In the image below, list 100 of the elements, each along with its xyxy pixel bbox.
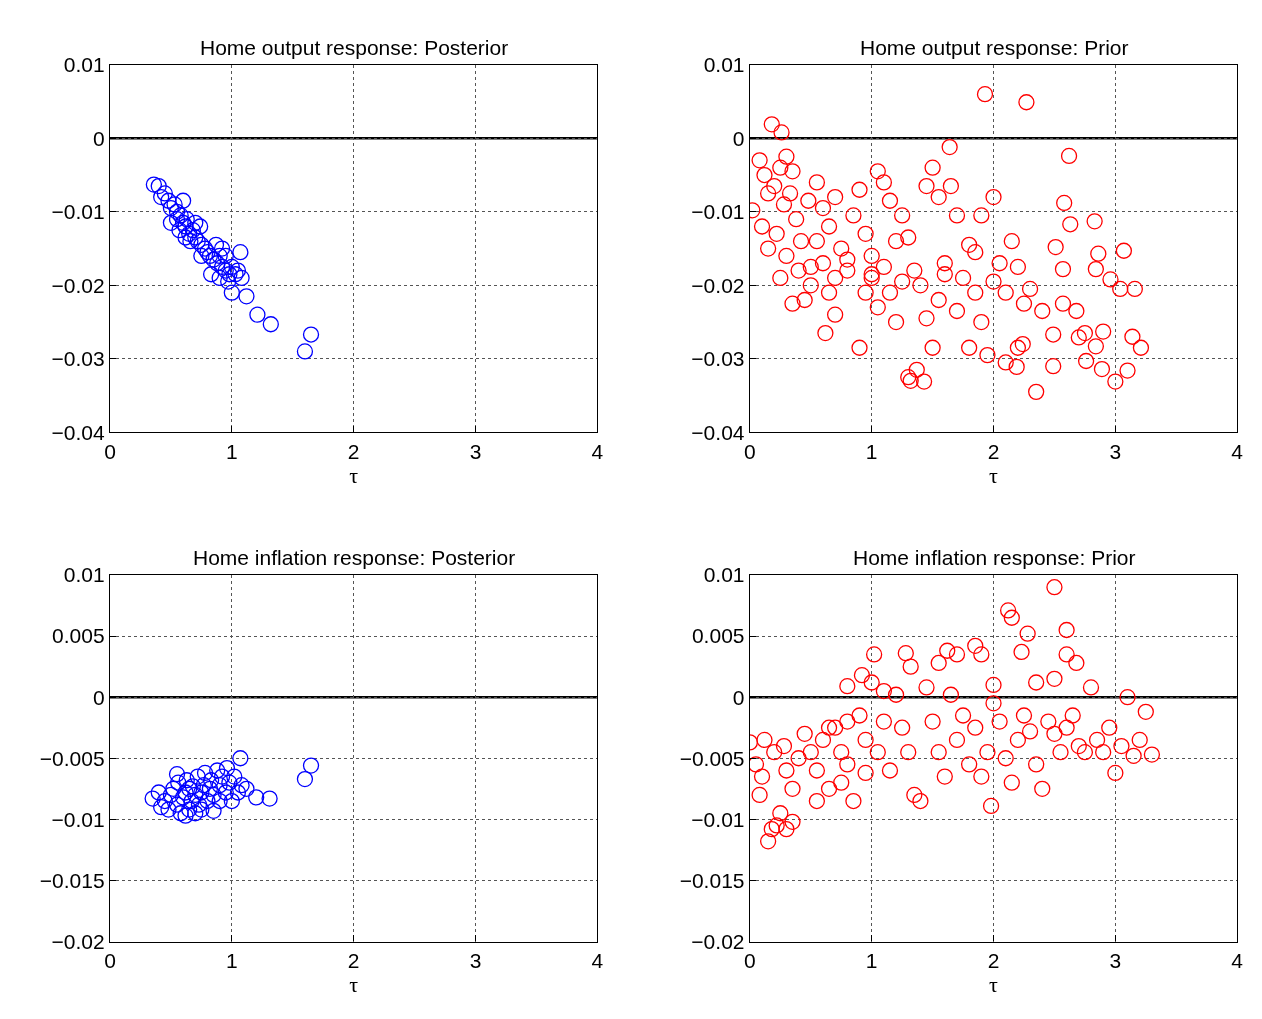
point [227,266,244,283]
point [162,199,180,217]
point [145,176,163,193]
point [233,269,250,287]
point [183,792,200,810]
point [229,262,247,279]
x-tick-label: 3 [469,948,482,972]
y-tick-label: −0.02 [51,929,105,953]
point [213,240,231,257]
point [223,792,240,810]
point [233,777,250,794]
point [221,774,238,791]
point [223,284,240,301]
x-tick-label: 4 [591,948,604,972]
point [153,188,170,206]
y-tick-label: 0 [732,126,745,150]
y-tick-label: 0.005 [691,624,745,648]
point [207,236,225,253]
point [211,269,228,287]
y-tick-label: 0 [92,126,105,150]
point [201,247,219,265]
point [220,273,237,290]
x-tick-label: 1 [865,948,878,972]
point [296,343,314,360]
point [229,784,247,801]
point [193,784,210,801]
point [217,247,234,265]
y-tick-label: −0.005 [679,746,745,770]
point [153,798,170,816]
x-tick-label: 3 [469,439,482,463]
x-tick-label: 4 [1231,439,1244,463]
point [211,777,228,794]
point [168,210,186,228]
point [162,214,180,231]
point [193,247,210,265]
point [249,306,266,323]
y-tick-label: −0.015 [679,868,745,892]
point [205,786,222,804]
point [238,780,255,797]
point [296,770,314,788]
chart-title: Home output response: Posterior [200,36,509,59]
point [174,192,192,209]
point [156,792,173,810]
point [168,203,186,220]
point [162,786,180,804]
point [238,288,255,305]
point [261,790,278,807]
y-tick-label: −0.01 [691,200,745,224]
point [217,262,234,279]
point [168,796,186,813]
x-tick-label: 2 [347,439,360,463]
y-tick-label: −0.01 [51,807,105,831]
chart-title: Home inflation response: Prior [853,546,1136,569]
point [213,768,231,785]
y-tick-label: 0.01 [703,53,745,77]
y-tick-label: 0.01 [63,563,105,587]
point [199,792,216,810]
chart-title: Home inflation response: Posterior [193,546,516,569]
point [190,796,208,813]
point [193,801,210,818]
point [178,772,195,789]
point [199,244,216,261]
point [174,214,192,231]
point [144,790,161,807]
x-tick-label: 2 [987,439,1000,463]
y-tick-label: −0.015 [39,868,105,892]
y-tick-label: −0.03 [51,347,105,371]
y-tick-label: −0.01 [51,200,105,224]
x-axis-title: τ [989,462,999,488]
point [189,768,206,785]
x-tick-label: 4 [591,439,604,463]
point [165,780,182,797]
x-tick-label: 3 [1109,439,1122,463]
y-tick-label: −0.04 [691,420,745,444]
point [160,801,177,818]
x-axis-title: τ [989,971,999,997]
point [160,192,177,209]
point [189,233,206,250]
point [193,236,210,253]
y-tick-label: 0 [92,685,105,709]
point [221,266,238,283]
point [181,801,198,818]
point [174,789,192,806]
point [223,258,240,276]
y-tick-label: −0.005 [39,746,105,770]
point [178,210,195,228]
x-tick-label: 1 [865,439,878,463]
point [302,326,320,343]
point [226,768,243,785]
x-tick-label: 2 [987,948,1000,972]
point [218,759,236,777]
point [187,805,204,822]
y-tick-label: 0.005 [52,624,105,648]
y-tick-label: 0 [732,685,745,709]
point [172,805,189,822]
chart-title: Home output response: Prior [860,36,1129,59]
y-tick-label: −0.02 [51,273,105,297]
point [211,247,228,265]
point [211,792,228,810]
point [302,757,320,774]
